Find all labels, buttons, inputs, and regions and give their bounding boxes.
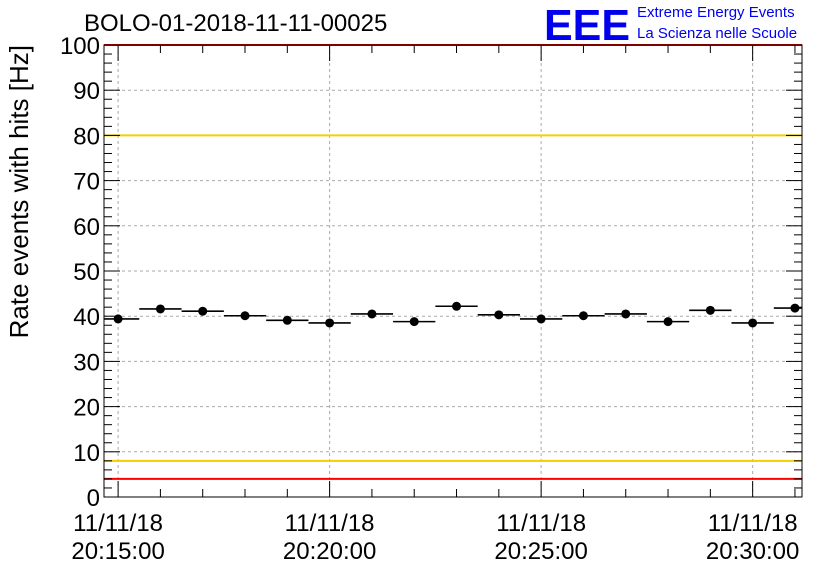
data-point: [621, 309, 631, 319]
data-point: [578, 311, 588, 321]
y-tick-label: 80: [73, 123, 100, 150]
data-point: [198, 306, 208, 316]
data-point: [282, 315, 292, 325]
data-point: [409, 317, 419, 327]
y-tick-label: 40: [73, 304, 100, 331]
data-point: [452, 301, 462, 311]
chart-title: BOLO-01-2018-11-11-00025: [84, 10, 388, 37]
data-point: [494, 310, 504, 320]
logo-caption-line2: La Scienza nelle Scuole: [637, 25, 798, 42]
tick-label-layer: 010203040506070809010011/11/1820:15:0011…: [60, 33, 799, 565]
y-tick-label: 0: [87, 485, 100, 512]
x-tick-label-date: 11/11/18: [73, 510, 163, 537]
y-tick-label: 20: [73, 395, 100, 422]
tick-layer: [104, 44, 802, 498]
y-tick-label: 100: [60, 33, 100, 60]
y-tick-label: 50: [73, 259, 100, 286]
grid-layer: [104, 45, 802, 497]
reference-lines: [104, 44, 802, 480]
data-point: [705, 305, 715, 315]
data-point: [536, 314, 546, 324]
eee-logo: EEE: [544, 2, 630, 46]
x-tick-label-date: 11/11/18: [496, 510, 586, 537]
x-tick-label-date: 11/11/18: [285, 510, 375, 537]
logo-caption-line1: Extreme Energy Events: [637, 4, 795, 21]
y-axis-label: Rate events with hits [Hz]: [4, 45, 34, 338]
y-tick-label: 90: [73, 78, 100, 105]
data-point: [113, 314, 123, 324]
data-point: [155, 304, 165, 314]
data-point: [790, 303, 800, 313]
data-points: [104, 301, 802, 328]
x-tick-label-time: 20:30:00: [706, 538, 799, 565]
data-point: [240, 311, 250, 321]
eee-logo-text: EEE: [544, 2, 630, 46]
x-tick-label-time: 20:25:00: [494, 538, 587, 565]
data-point: [367, 309, 377, 319]
x-tick-label-time: 20:20:00: [283, 538, 376, 565]
y-tick-label: 60: [73, 214, 100, 241]
data-point: [663, 317, 673, 327]
x-tick-label-date: 11/11/18: [708, 510, 798, 537]
data-point: [325, 318, 335, 328]
y-tick-label: 70: [73, 169, 100, 196]
y-tick-label: 10: [73, 440, 100, 467]
data-point: [748, 318, 758, 328]
x-tick-label-time: 20:15:00: [71, 538, 164, 565]
y-tick-label: 30: [73, 349, 100, 376]
